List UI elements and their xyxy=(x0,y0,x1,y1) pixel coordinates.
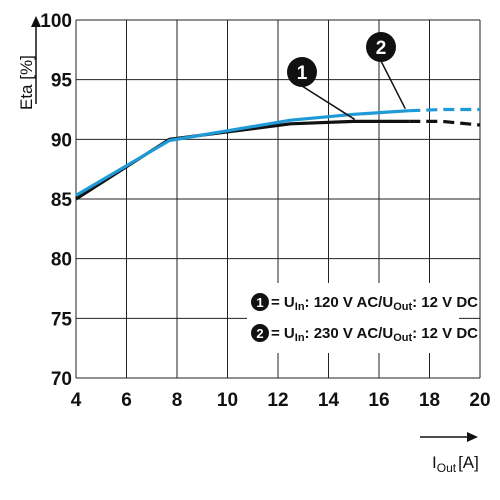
legend-label-1: = UIn: 120 V AC/UOut: 12 V DC xyxy=(271,294,478,313)
y-tick-label: 75 xyxy=(51,309,73,330)
x-tick-label: 10 xyxy=(217,390,238,411)
x-axis-label-main: I xyxy=(432,453,437,472)
y-tick-label: 100 xyxy=(40,11,72,32)
annotation-2-label: 2 xyxy=(376,38,387,59)
x-tick-label: 8 xyxy=(172,390,183,411)
legend-badge-2-label: 2 xyxy=(256,326,263,341)
x-tick-label: 20 xyxy=(469,390,490,411)
legend-box xyxy=(247,283,459,353)
y-tick-label: 90 xyxy=(51,130,72,151)
legend-badge-2 xyxy=(251,324,269,342)
y-tick-label: 85 xyxy=(51,190,73,211)
x-axis-label-unit: [A] xyxy=(458,453,479,472)
annotation-2-badge xyxy=(366,32,396,62)
x-tick-label: 18 xyxy=(419,390,440,411)
legend-item-2: 2 = UIn: 230 V AC/UOut: 12 V DC xyxy=(251,324,478,344)
series-1-line xyxy=(75,119,410,201)
curves xyxy=(75,107,481,201)
series-2-projection xyxy=(409,107,480,113)
annotation-1-label: 1 xyxy=(297,63,308,84)
x-axis-label-sub: Out xyxy=(437,461,457,475)
x-tick-label: 4 xyxy=(71,390,82,411)
annotation-1-leader xyxy=(301,85,356,121)
x-axis-arrowhead xyxy=(467,432,478,442)
x-axis-label-group: IOut [A] xyxy=(420,432,479,475)
legend-label-2: = UIn: 230 V AC/UOut: 12 V DC xyxy=(271,325,478,344)
curve-annotations: 12 xyxy=(287,32,406,121)
y-tick-label: 95 xyxy=(51,71,73,92)
y-axis-label: Eta [%] xyxy=(17,55,36,110)
legend-badge-1-label: 1 xyxy=(256,295,263,310)
annotation-1-badge xyxy=(287,57,317,87)
x-tick-label: 6 xyxy=(121,390,132,411)
y-tick-label: 80 xyxy=(51,250,72,271)
legend-badge-1 xyxy=(251,293,269,311)
legend: 1 = UIn: 120 V AC/UOut: 12 V DC 2 = UIn:… xyxy=(247,283,478,353)
x-tick-label: 14 xyxy=(318,390,340,411)
x-tick-label: 12 xyxy=(267,390,288,411)
y-tick-label: 70 xyxy=(51,369,72,390)
x-tick-label: 16 xyxy=(368,390,389,411)
x-axis-label: IOut [A] xyxy=(432,453,479,475)
grid xyxy=(75,19,481,379)
annotation-2-leader xyxy=(380,60,406,110)
legend-item-1: 1 = UIn: 120 V AC/UOut: 12 V DC xyxy=(251,293,478,313)
series-1-projection xyxy=(409,119,481,127)
series-2-line xyxy=(75,109,410,197)
y-axis-arrowhead xyxy=(31,16,41,27)
y-axis-label-group: Eta [%] xyxy=(17,16,41,110)
